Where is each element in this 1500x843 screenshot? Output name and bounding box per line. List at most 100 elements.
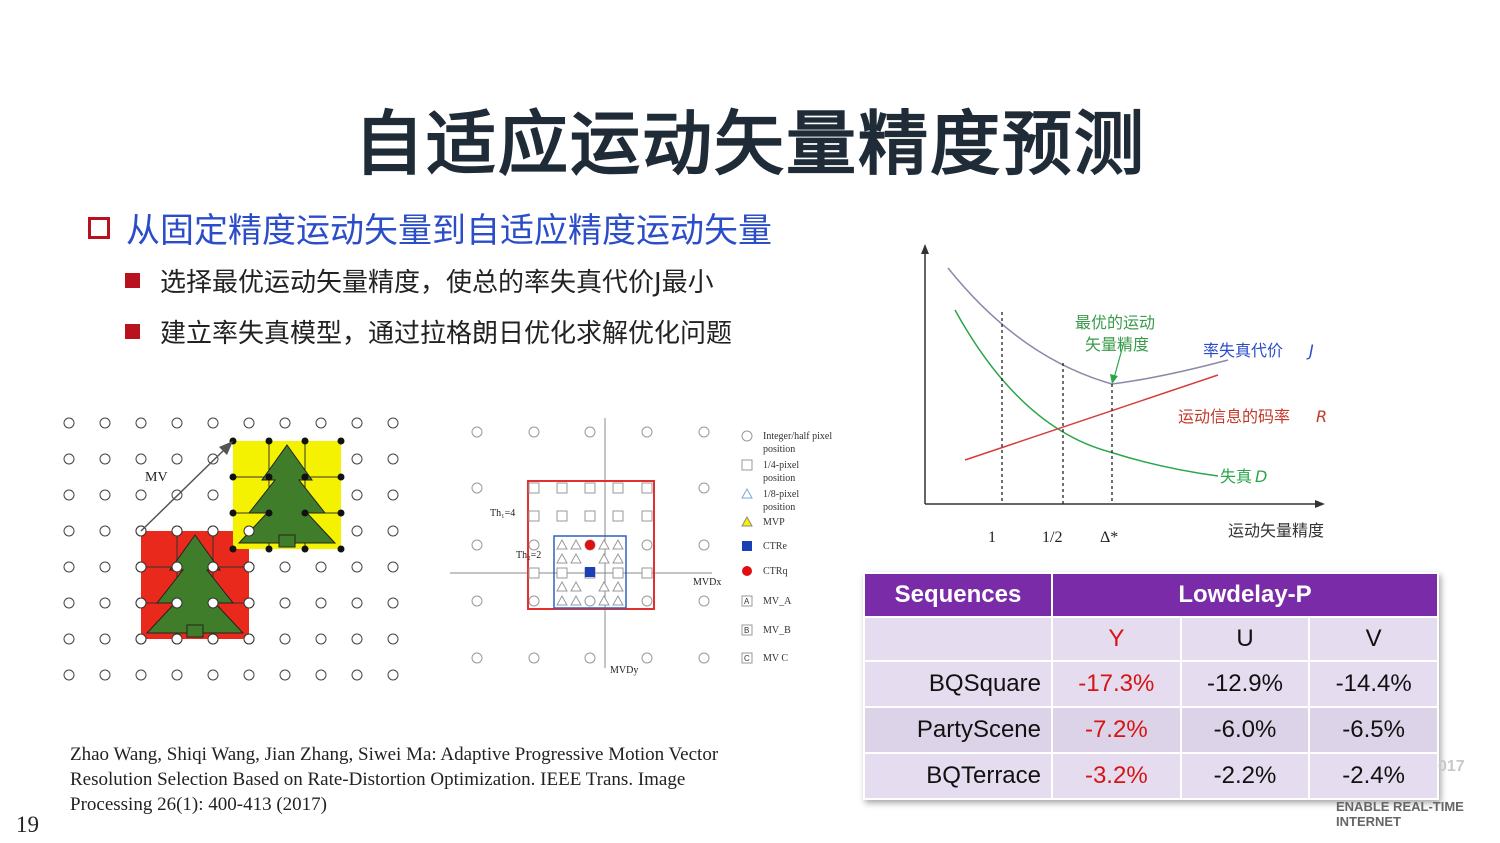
eighth-triangle: [570, 552, 582, 564]
integer-dot: [641, 539, 653, 551]
pixel-dot: [243, 561, 255, 573]
pixel-dot: [63, 453, 75, 465]
pixel-dot: [351, 561, 363, 573]
quarter-square: [641, 510, 653, 522]
pixel-dot: [315, 561, 327, 573]
pixel-dot: [171, 525, 183, 537]
integer-dot: [698, 595, 710, 607]
optimal-label-2: 矢量精度: [1085, 335, 1149, 354]
legend-label: CTRq: [763, 566, 787, 577]
d-curve: [954, 309, 1219, 477]
quarter-square: [612, 482, 624, 494]
footer-brand: ENABLE REAL-TIME INTERNET: [1336, 799, 1464, 829]
integer-dot: [471, 652, 483, 664]
quarter-square: [556, 567, 568, 579]
table-subheader-cell: V: [1308, 616, 1439, 662]
mv-arrow: [140, 448, 226, 532]
pixel-dot: [171, 633, 183, 645]
pixel-dot: [243, 417, 255, 429]
pixel-dot: [171, 669, 183, 681]
pixel-dot: [99, 669, 111, 681]
corner-dot: [229, 509, 237, 517]
corner-dot: [265, 473, 273, 481]
rd-curve-figure: 最优的运动 矢量精度 率失真代价 J 运动信息的码率 R 失真 D 1 1/2 …: [921, 244, 1327, 546]
eighth-triangle: [598, 552, 610, 564]
table-cell: -2.4%: [1308, 752, 1439, 800]
pixel-dot: [387, 561, 399, 573]
eighth-triangle: [570, 538, 582, 550]
sequence-name: BQSquare: [863, 660, 1053, 708]
quarter-square: [612, 510, 624, 522]
pixel-dot: [63, 417, 75, 429]
corner-dot: [301, 545, 309, 553]
integer-dot: [641, 595, 653, 607]
x-axis-label: 运动矢量精度: [1228, 521, 1324, 540]
pixel-dot: [279, 597, 291, 609]
corner-dot: [301, 509, 309, 517]
pixel-dot: [387, 669, 399, 681]
quarter-square: [612, 567, 624, 579]
table-cell: -6.5%: [1308, 706, 1439, 754]
filled-square-bullet-icon: [125, 273, 140, 288]
threshold2-box: [553, 535, 627, 609]
table-row: BQSquare -17.3% -12.9% -14.4%: [863, 660, 1439, 708]
table-cell: -7.2%: [1051, 706, 1182, 754]
r-symbol: R: [1316, 407, 1327, 426]
motion-vector-figure: MV: [63, 417, 399, 681]
integer-dot: [698, 652, 710, 664]
eighth-triangle: [598, 538, 610, 550]
legend: Integer/half pixel position 1/4-pixel posit…: [741, 430, 832, 664]
eighth-triangle: [556, 538, 568, 550]
quarter-square: [641, 567, 653, 579]
legend-label: CTRe: [763, 541, 787, 552]
legend-label: position: [763, 502, 795, 513]
pixel-dot: [171, 417, 183, 429]
quarter-square: [556, 482, 568, 494]
x-tick-1: 1: [988, 529, 996, 546]
corner-dot: [301, 473, 309, 481]
threshold1-box: [527, 480, 655, 610]
legend-label: MV_B: [763, 625, 791, 636]
pixel-dot: [135, 669, 147, 681]
corner-dot: [337, 545, 345, 553]
integer-dot: [471, 482, 483, 494]
quarter-square: [641, 482, 653, 494]
pixel-dot: [63, 489, 75, 501]
svg-text:B: B: [744, 626, 749, 635]
integer-dot: [471, 539, 483, 551]
pixel-dot: [207, 525, 219, 537]
sub-bullet-2: 建立率失真模型，通过拉格朗日优化求解优化问题: [125, 313, 732, 350]
pixel-dot: [351, 669, 363, 681]
axes: [450, 418, 712, 668]
table-subheader-cell: [863, 616, 1053, 662]
quarter-square: [528, 510, 540, 522]
pixel-dot: [279, 669, 291, 681]
integer-dot: [641, 426, 653, 438]
integer-dot: [584, 652, 596, 664]
integer-dot: [698, 539, 710, 551]
pixel-dot: [351, 597, 363, 609]
eighth-triangle: [612, 538, 624, 550]
reference-citation: Zhao Wang, Shiqi Wang, Jian Zhang, Siwei…: [70, 742, 830, 817]
svg-text:A: A: [744, 597, 750, 606]
pixel-dot: [243, 525, 255, 537]
pixel-dot: [63, 525, 75, 537]
quarter-square: [584, 510, 596, 522]
pixel-dot: [315, 633, 327, 645]
eighth-triangle: [556, 594, 568, 606]
sequence-name: PartyScene: [863, 706, 1053, 754]
d-label: 失真: [1220, 467, 1252, 486]
legend-label: MV_A: [763, 596, 792, 607]
x-tick-3: Δ*: [1100, 529, 1118, 546]
integer-dot: [528, 426, 540, 438]
legend-label: MV C: [763, 653, 788, 664]
pixel-dot: [207, 561, 219, 573]
pixel-dot: [99, 597, 111, 609]
mvdx-label: MVDx: [693, 577, 721, 588]
brand-line-2: INTERNET: [1336, 814, 1401, 829]
eighth-triangle: [598, 594, 610, 606]
pixel-dot: [351, 417, 363, 429]
integer-dot: [584, 595, 596, 607]
pixel-dot: [279, 561, 291, 573]
quarter-positions: [528, 482, 653, 579]
